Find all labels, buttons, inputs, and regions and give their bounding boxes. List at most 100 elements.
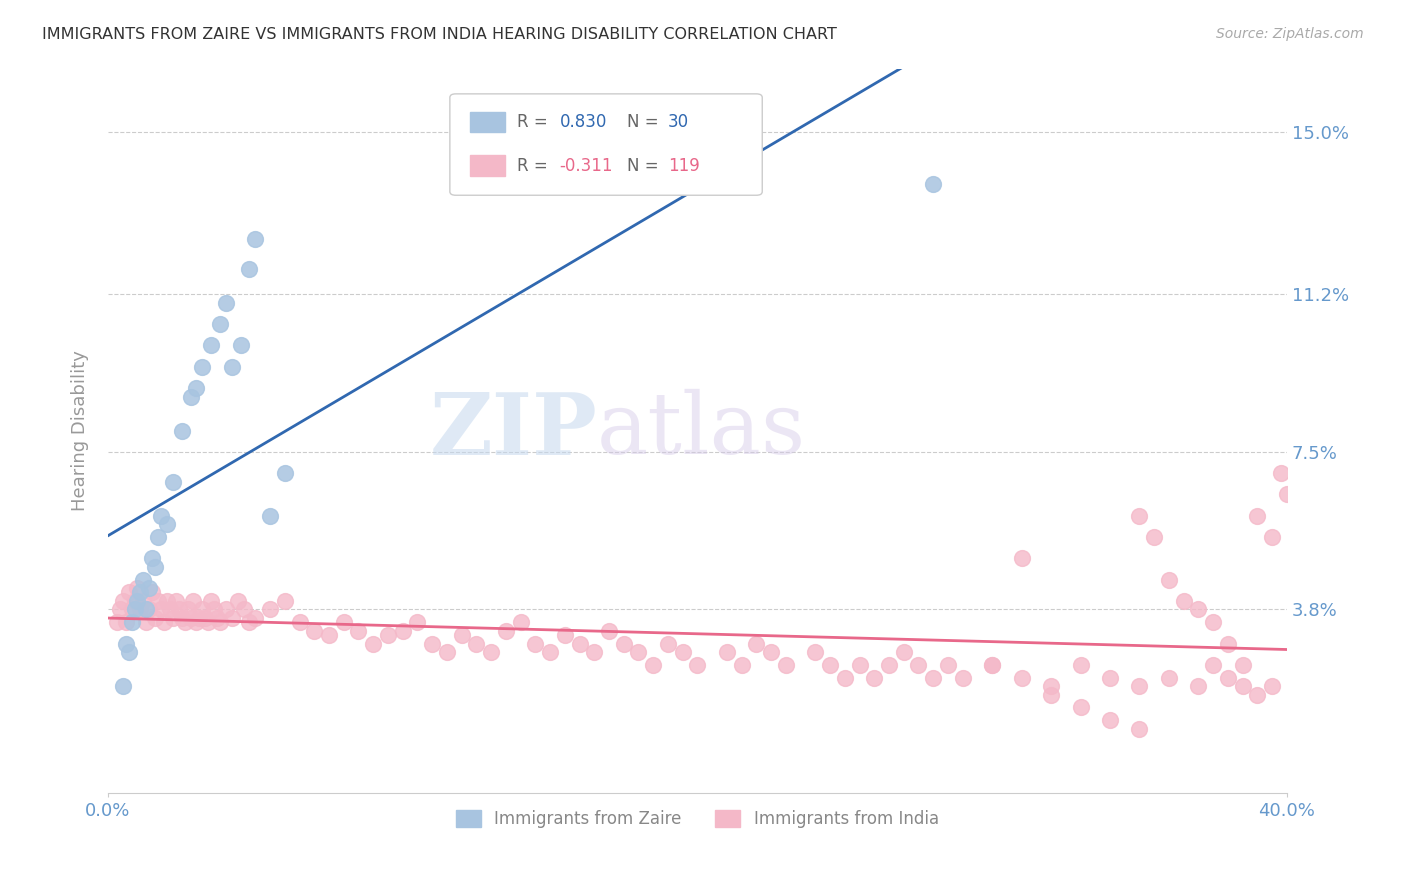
Point	[173, 615, 195, 630]
Point	[936, 657, 959, 672]
Point	[274, 466, 297, 480]
Point	[159, 602, 181, 616]
Point	[215, 295, 238, 310]
Point	[1202, 657, 1225, 672]
Point	[1098, 713, 1121, 727]
Point	[1202, 615, 1225, 630]
Point	[1128, 722, 1150, 736]
Point	[495, 624, 517, 638]
Point	[922, 671, 945, 685]
Text: R =: R =	[517, 113, 553, 131]
Point	[1275, 487, 1298, 501]
Point	[1011, 551, 1033, 566]
Text: 0.830: 0.830	[560, 113, 607, 131]
Point	[124, 594, 146, 608]
Point	[1187, 679, 1209, 693]
Point	[1270, 466, 1292, 480]
Point	[1143, 530, 1166, 544]
Point	[1011, 671, 1033, 685]
Point	[215, 602, 238, 616]
Point	[146, 530, 169, 544]
Point	[188, 611, 211, 625]
Point	[818, 657, 841, 672]
Point	[1098, 671, 1121, 685]
Point	[1040, 688, 1063, 702]
Point	[221, 611, 243, 625]
Point	[1157, 671, 1180, 685]
Point	[406, 615, 429, 630]
Point	[138, 581, 160, 595]
Point	[1070, 657, 1092, 672]
Point	[848, 657, 870, 672]
Text: N =: N =	[627, 113, 664, 131]
Point	[141, 551, 163, 566]
Point	[420, 636, 443, 650]
Point	[156, 594, 179, 608]
Point	[436, 645, 458, 659]
Point	[114, 615, 136, 630]
Point	[124, 602, 146, 616]
Point	[877, 657, 900, 672]
Point	[907, 657, 929, 672]
Point	[205, 611, 228, 625]
Point	[105, 615, 128, 630]
Point	[117, 585, 139, 599]
Point	[1246, 688, 1268, 702]
Point	[1261, 679, 1284, 693]
Point	[245, 611, 267, 625]
Point	[524, 636, 547, 650]
Point	[465, 636, 488, 650]
Point	[1128, 679, 1150, 693]
Point	[143, 560, 166, 574]
Point	[208, 317, 231, 331]
Point	[304, 624, 326, 638]
Point	[259, 602, 281, 616]
Legend: Immigrants from Zaire, Immigrants from India: Immigrants from Zaire, Immigrants from I…	[450, 804, 945, 835]
Text: IMMIGRANTS FROM ZAIRE VS IMMIGRANTS FROM INDIA HEARING DISABILITY CORRELATION CH: IMMIGRANTS FROM ZAIRE VS IMMIGRANTS FROM…	[42, 27, 837, 42]
Point	[238, 261, 260, 276]
Point	[202, 602, 225, 616]
Point	[138, 602, 160, 616]
Point	[162, 611, 184, 625]
Point	[686, 657, 709, 672]
Point	[1070, 700, 1092, 714]
Point	[347, 624, 370, 638]
Point	[377, 628, 399, 642]
Point	[179, 390, 201, 404]
Bar	[470, 155, 505, 176]
Point	[672, 645, 695, 659]
Text: 119: 119	[668, 157, 700, 175]
Point	[135, 615, 157, 630]
Point	[108, 602, 131, 616]
Bar	[470, 112, 505, 132]
Point	[1216, 636, 1239, 650]
Point	[657, 636, 679, 650]
Point	[1173, 594, 1195, 608]
Text: -0.311: -0.311	[560, 157, 613, 175]
Point	[150, 508, 173, 523]
Point	[121, 615, 143, 630]
Point	[259, 508, 281, 523]
Point	[598, 624, 620, 638]
Point	[135, 602, 157, 616]
Point	[1232, 657, 1254, 672]
Point	[129, 602, 152, 616]
Point	[221, 359, 243, 374]
Point	[162, 475, 184, 489]
Point	[111, 679, 134, 693]
Point	[716, 645, 738, 659]
Point	[332, 615, 354, 630]
Point	[127, 594, 149, 608]
Point	[229, 338, 252, 352]
Point	[450, 628, 472, 642]
Text: R =: R =	[517, 157, 553, 175]
Point	[194, 611, 217, 625]
Point	[132, 573, 155, 587]
Point	[288, 615, 311, 630]
Point	[318, 628, 340, 642]
Point	[191, 359, 214, 374]
Point	[863, 671, 886, 685]
Point	[1246, 508, 1268, 523]
Point	[238, 615, 260, 630]
Point	[775, 657, 797, 672]
